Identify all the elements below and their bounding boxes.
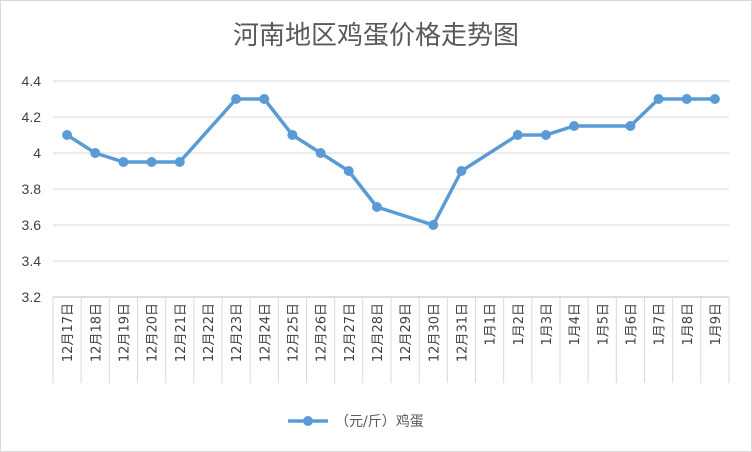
data-point xyxy=(625,121,636,131)
x-tick-label: 1月5日 xyxy=(596,303,611,346)
x-tick-label: 12月23日 xyxy=(230,303,245,362)
x-tick-label: 12月17日 xyxy=(61,303,76,362)
gridlines xyxy=(53,80,729,262)
data-point xyxy=(146,157,157,167)
data-point xyxy=(259,94,270,104)
x-tick-label: 1月1日 xyxy=(484,303,499,346)
data-point xyxy=(174,157,185,167)
x-tick-label: 1月7日 xyxy=(653,303,668,346)
y-tick-label: 3.8 xyxy=(22,181,42,197)
data-point xyxy=(540,130,551,140)
data-point xyxy=(456,166,467,176)
data-point xyxy=(118,157,129,167)
x-tick-label: 12月26日 xyxy=(315,303,330,362)
x-tick-label: 1月6日 xyxy=(624,303,639,346)
legend-label: （元/斤）鸡蛋 xyxy=(335,413,424,430)
x-tick-label: 12月21日 xyxy=(174,303,189,362)
x-tick-label: 1月4日 xyxy=(568,303,583,346)
x-tick-label: 1月3日 xyxy=(540,303,555,346)
y-tick-label: 4.2 xyxy=(22,109,42,125)
data-point xyxy=(315,148,326,158)
y-axis-ticks: 3.2 3.4 3.6 3.8 4 4.2 4.4 xyxy=(22,73,42,305)
x-tick-label: 12月20日 xyxy=(146,303,161,362)
x-tick-label: 12月30日 xyxy=(427,303,442,362)
chart-title: 河南地区鸡蛋价格走势图 xyxy=(233,21,519,51)
x-tick-label: 12月19日 xyxy=(117,303,132,362)
data-point xyxy=(428,220,439,230)
x-tick-label: 12月25日 xyxy=(286,303,301,362)
legend: （元/斤）鸡蛋 xyxy=(288,413,424,430)
y-tick-label: 4 xyxy=(33,145,41,161)
series-line xyxy=(66,97,715,227)
y-tick-label: 3.2 xyxy=(22,289,42,305)
x-tick-label: 12月27日 xyxy=(343,303,358,362)
data-point xyxy=(653,94,664,104)
legend-marker-swatch xyxy=(303,416,313,426)
x-tick-label: 12月31日 xyxy=(455,303,470,362)
x-tick-label: 1月8日 xyxy=(681,303,696,346)
x-tick-label: 1月2日 xyxy=(512,303,527,346)
data-point xyxy=(681,94,692,104)
x-tick-label: 1月9日 xyxy=(709,303,724,346)
series-layer xyxy=(62,94,720,230)
data-point xyxy=(343,166,354,176)
x-axis xyxy=(52,296,730,383)
data-point xyxy=(371,202,382,212)
x-tick-label: 12月22日 xyxy=(202,303,217,362)
data-point xyxy=(90,148,101,158)
y-tick-label: 3.6 xyxy=(22,217,42,233)
y-tick-label: 4.4 xyxy=(22,73,42,89)
x-tick-label: 12月28日 xyxy=(371,303,386,362)
data-point xyxy=(709,94,720,104)
x-tick-label: 12月24日 xyxy=(258,303,273,362)
data-point xyxy=(512,130,523,140)
x-axis-ticks: 12月17日 12月18日 12月19日 12月20日 12月21日 12月22日 12月2… xyxy=(61,303,724,362)
x-tick-label: 12月18日 xyxy=(89,303,104,362)
data-point xyxy=(287,130,298,140)
x-tick-label: 12月29日 xyxy=(399,303,414,362)
data-point xyxy=(569,121,580,131)
data-point xyxy=(231,94,242,104)
y-tick-label: 3.4 xyxy=(22,253,42,269)
data-point xyxy=(62,130,73,140)
